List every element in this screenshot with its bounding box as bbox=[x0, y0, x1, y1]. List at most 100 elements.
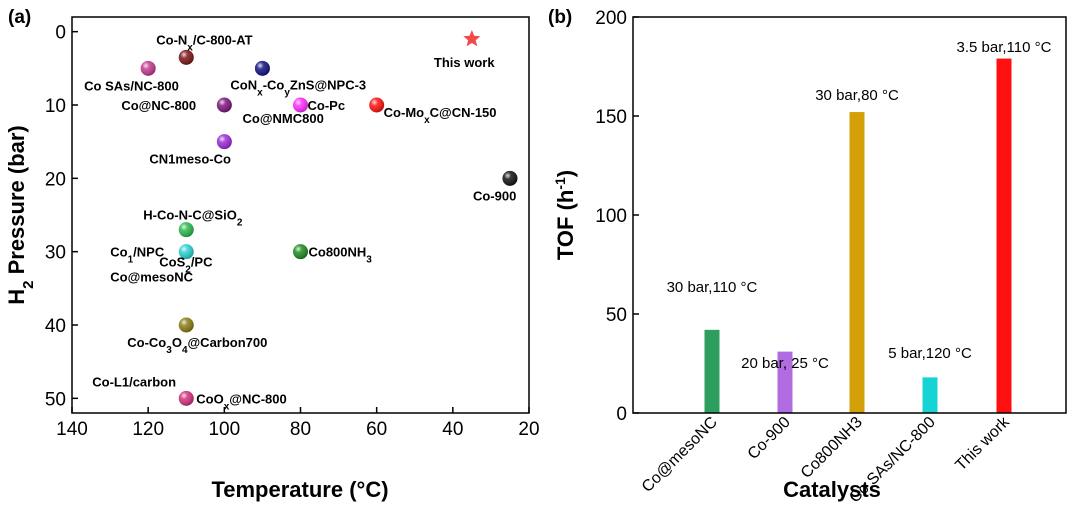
point-label: Co800NH3 bbox=[309, 245, 373, 266]
point-label: Co-900 bbox=[473, 188, 516, 203]
scatter-ticks: 140 120 100 80 60 40 20 0 10 20 30 40 50 bbox=[45, 23, 540, 440]
tof-tick-label: 150 bbox=[595, 107, 627, 128]
data-point-highlight bbox=[293, 97, 308, 113]
tof-bar bbox=[777, 351, 793, 413]
point-label-part: Co-L1/carbon bbox=[92, 374, 176, 389]
point-label: CoOx@NC-800 bbox=[196, 391, 287, 412]
tof-bar bbox=[996, 58, 1012, 414]
data-point-highlight bbox=[178, 317, 194, 333]
tof-tick-label: 0 bbox=[616, 404, 627, 425]
point-label: Co SAs/NC-800 bbox=[84, 78, 179, 93]
point-label-part: Co-Pc bbox=[308, 98, 346, 113]
point-label: CoS2/PC bbox=[159, 255, 213, 276]
tof-title-sup: -1 bbox=[552, 177, 568, 190]
point-label-part: Co@mesoNC bbox=[110, 270, 193, 285]
scatter-x-axis-title: Temperature (°C) bbox=[211, 477, 388, 502]
data-point-highlight bbox=[254, 60, 270, 76]
point-label-part: This work bbox=[434, 55, 495, 70]
tof-tick-label: 50 bbox=[606, 305, 627, 326]
point-label-part: x bbox=[224, 401, 230, 412]
point-label: CoNx-CoyZnS@NPC-3 bbox=[230, 77, 366, 98]
point-label-part: -Co bbox=[263, 77, 285, 92]
category-label: Co-900 bbox=[745, 414, 794, 463]
point-label-part: @NC-800 bbox=[229, 391, 286, 406]
point-label: Co1/NPC bbox=[110, 245, 165, 266]
point-label-part: x bbox=[187, 42, 193, 53]
point-label-part: Co-Mo bbox=[384, 105, 424, 120]
point-label-part: /C-800-AT bbox=[193, 32, 253, 47]
point-label: Co-MoxC@CN-150 bbox=[384, 105, 497, 126]
bar-condition-label: 3.5 bar,110 °C bbox=[957, 39, 1052, 56]
point-label-part: @Carbon700 bbox=[188, 335, 268, 350]
data-point-highlight bbox=[369, 97, 385, 113]
category-label: This work bbox=[952, 413, 1013, 474]
point-label-part: x bbox=[257, 87, 263, 98]
point-label-part: Co@NC-800 bbox=[121, 98, 196, 113]
bar-panel: (b) 0 50 100 150 200 30 bar,110 °C Co@mesoNC 2… bbox=[548, 7, 1067, 506]
y-title-base: H bbox=[4, 289, 29, 305]
point-label: CN1meso-Co bbox=[149, 152, 231, 167]
bars: 30 bar,110 °C Co@mesoNC 20 bar, 25 °C Co-90… bbox=[639, 39, 1052, 506]
bar-x-axis-title: Catalysts bbox=[783, 477, 881, 502]
point-label-part: 4 bbox=[182, 345, 188, 356]
x-tick-label: 80 bbox=[290, 419, 311, 440]
x-tick-label: 60 bbox=[366, 419, 387, 440]
point-label-part: H-Co-N-C@SiO bbox=[143, 208, 237, 223]
point-label: Co@NC-800 bbox=[121, 98, 196, 113]
x-tick-label: 100 bbox=[208, 419, 240, 440]
y-tick-label: 10 bbox=[45, 96, 66, 117]
bar-ticks: 0 50 100 150 200 bbox=[595, 8, 639, 425]
point-label: Co-L1/carbon bbox=[92, 374, 176, 389]
panel-a-label: (a) bbox=[8, 7, 31, 28]
point-label-part: Co SAs/NC-800 bbox=[84, 78, 179, 93]
point-label-part: C@CN-150 bbox=[430, 105, 497, 120]
point-label-part: /PC bbox=[191, 255, 213, 270]
point-label-part: CoN bbox=[230, 77, 257, 92]
bar-condition-label: 30 bar,80 °C bbox=[815, 87, 899, 104]
x-tick-label: 120 bbox=[132, 419, 164, 440]
point-label: This work bbox=[434, 55, 495, 70]
star-marker bbox=[463, 30, 481, 47]
point-label-part: CN1meso-Co bbox=[149, 152, 231, 167]
tof-title-base: TOF (h bbox=[553, 190, 578, 260]
point-label-part: CoO bbox=[196, 391, 223, 406]
point-label-part: 1 bbox=[128, 254, 134, 265]
tof-bar bbox=[704, 329, 720, 413]
data-point-highlight bbox=[502, 170, 518, 186]
point-label-part: O bbox=[172, 335, 182, 350]
bar-condition-label: 20 bar, 25 °C bbox=[741, 355, 829, 372]
point-label-part: Co-900 bbox=[473, 188, 516, 203]
data-point-highlight bbox=[178, 222, 194, 238]
point-label-part: 3 bbox=[366, 254, 372, 265]
data-point-highlight bbox=[140, 60, 156, 76]
point-label-part: /NPC bbox=[133, 245, 165, 260]
tof-tick-label: 100 bbox=[595, 206, 627, 227]
tof-bar bbox=[849, 112, 865, 413]
panel-b-label: (b) bbox=[548, 7, 572, 28]
tof-bar bbox=[922, 377, 938, 413]
y-tick-label: 20 bbox=[45, 169, 66, 190]
bar-condition-label: 5 bar,120 °C bbox=[888, 345, 972, 362]
point-label: Co@NMC800 bbox=[243, 111, 324, 126]
point-label-part: y bbox=[284, 87, 290, 98]
point-label: Co-Nx/C-800-AT bbox=[156, 32, 252, 53]
point-label-part: Co800NH bbox=[309, 245, 367, 260]
data-point-highlight bbox=[293, 244, 308, 260]
y-tick-label: 50 bbox=[45, 389, 66, 410]
point-label-part: ZnS@NPC-3 bbox=[290, 77, 366, 92]
bar-plot-frame bbox=[632, 16, 1067, 414]
y-tick-label: 30 bbox=[45, 243, 66, 264]
data-point-highlight bbox=[178, 49, 194, 65]
scatter-y-axis-title: H2 Pressure (bar) bbox=[4, 125, 37, 305]
x-tick-label: 40 bbox=[442, 419, 463, 440]
x-tick-label: 140 bbox=[56, 419, 88, 440]
data-point-highlight bbox=[216, 134, 232, 150]
point-label: Co-Pc bbox=[308, 98, 346, 113]
point-label-part: 2 bbox=[185, 264, 191, 275]
point-label: Co-Co3O4@Carbon700 bbox=[127, 335, 267, 356]
bar-condition-label: 30 bar,110 °C bbox=[667, 279, 758, 296]
tof-tick-label: 200 bbox=[595, 8, 627, 29]
y-tick-label: 40 bbox=[45, 316, 66, 337]
